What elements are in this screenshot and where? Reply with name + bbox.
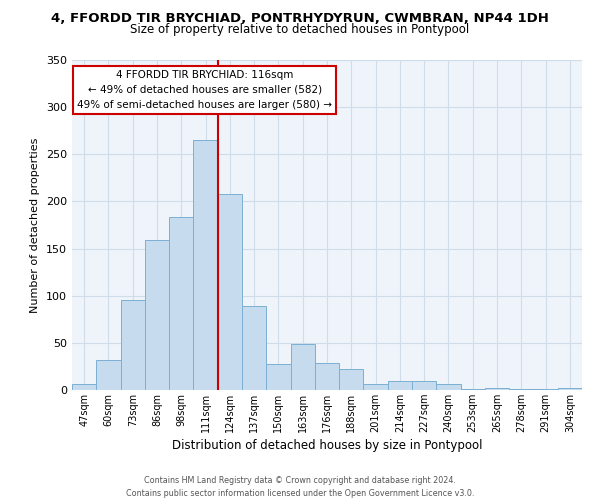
Bar — [315, 362, 339, 390]
Bar — [96, 360, 121, 390]
Text: Size of property relative to detached houses in Pontypool: Size of property relative to detached ho… — [130, 22, 470, 36]
Text: 4, FFORDD TIR BRYCHIAD, PONTRHYDYRUN, CWMBRAN, NP44 1DH: 4, FFORDD TIR BRYCHIAD, PONTRHYDYRUN, CW… — [51, 12, 549, 26]
X-axis label: Distribution of detached houses by size in Pontypool: Distribution of detached houses by size … — [172, 439, 482, 452]
Bar — [436, 384, 461, 390]
Bar — [242, 306, 266, 390]
Bar — [364, 384, 388, 390]
Text: 4 FFORDD TIR BRYCHIAD: 116sqm
← 49% of detached houses are smaller (582)
49% of : 4 FFORDD TIR BRYCHIAD: 116sqm ← 49% of d… — [77, 70, 332, 110]
Text: Contains HM Land Registry data © Crown copyright and database right 2024.
Contai: Contains HM Land Registry data © Crown c… — [126, 476, 474, 498]
Bar — [533, 389, 558, 390]
Bar — [266, 364, 290, 390]
Bar — [461, 389, 485, 390]
Bar — [121, 300, 145, 390]
Bar — [485, 388, 509, 390]
Bar — [339, 370, 364, 390]
Bar — [72, 384, 96, 390]
Bar — [290, 344, 315, 390]
Bar — [218, 194, 242, 390]
Y-axis label: Number of detached properties: Number of detached properties — [31, 138, 40, 312]
Bar — [412, 380, 436, 390]
Bar — [145, 240, 169, 390]
Bar — [558, 388, 582, 390]
Bar — [169, 216, 193, 390]
Bar — [193, 140, 218, 390]
Bar — [388, 380, 412, 390]
Bar — [509, 389, 533, 390]
